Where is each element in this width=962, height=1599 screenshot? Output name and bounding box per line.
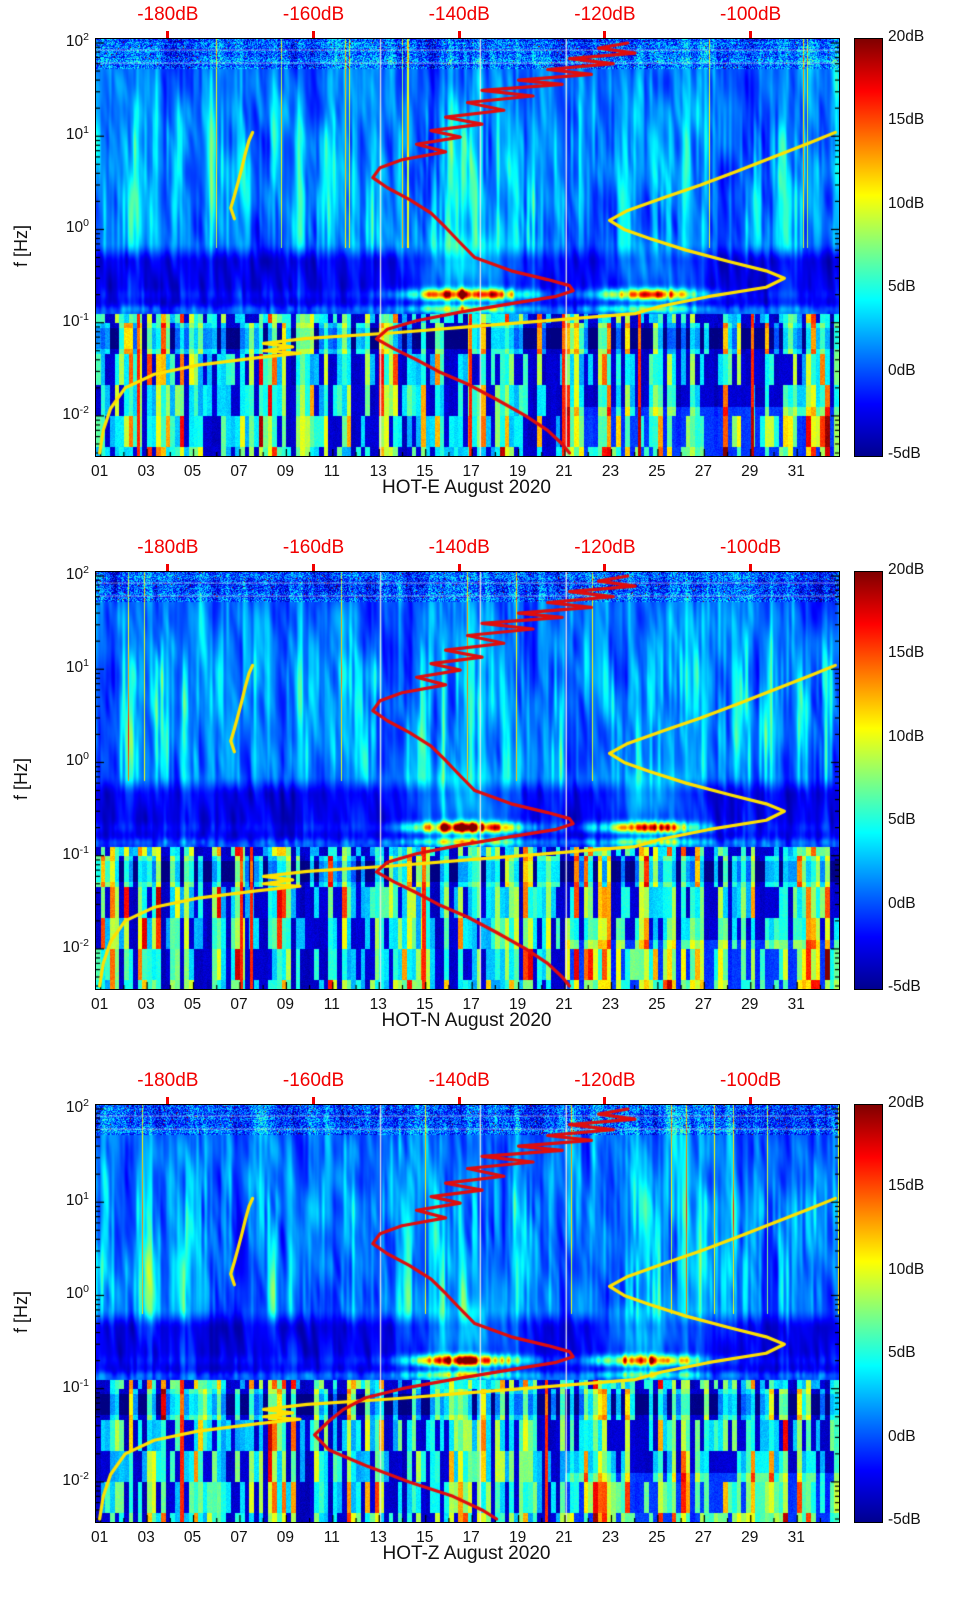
y-tick-label: 100 — [65, 1283, 89, 1303]
top-axis-red-tick — [312, 31, 316, 38]
colorbar-tick-label: 10dB — [888, 1260, 925, 1278]
colorbar-tick-label: 15dB — [888, 644, 925, 662]
spectrogram-canvas — [96, 572, 839, 989]
top-axis-red-tick — [312, 1097, 316, 1104]
colorbar-tick-label: 0dB — [888, 894, 916, 912]
colorbar-tick-label: 0dB — [888, 361, 916, 379]
top-axis-red-tick — [166, 1097, 170, 1104]
top-db-label: -160dB — [282, 4, 345, 25]
y-tick-label: 102 — [65, 564, 89, 584]
spectrogram-canvas — [96, 1105, 839, 1522]
y-tick-label: 102 — [65, 1097, 89, 1117]
plot-area — [95, 571, 840, 990]
colorbar-tick-label: 5dB — [888, 1344, 916, 1362]
y-axis-label: f [Hz] — [11, 1291, 31, 1334]
top-axis-red-tick — [457, 1097, 461, 1104]
y-tick-label: 10-2 — [62, 1469, 89, 1490]
colorbar-tick-label: 10dB — [888, 727, 925, 745]
top-axis-red-tick — [457, 564, 461, 571]
y-tick-label: 10-2 — [62, 936, 89, 957]
y-tick-label: 10-1 — [62, 1376, 89, 1396]
colorbar-gradient — [854, 38, 883, 457]
y-tick-label: 10-1 — [62, 843, 89, 863]
y-tick-label: 101 — [65, 1190, 89, 1210]
colorbar-tick-label: 10dB — [888, 194, 925, 212]
panel-title: HOT-Z August 2020 — [382, 1543, 551, 1564]
top-db-label: -180dB — [137, 4, 199, 25]
plot-area — [95, 38, 840, 457]
panel-title: HOT-N August 2020 — [381, 1010, 552, 1031]
y-axis-label: f [Hz] — [11, 225, 31, 268]
colorbar-tick-label: 20dB — [888, 28, 925, 45]
colorbar-tick-label: -5dB — [888, 445, 921, 462]
panel-hot-n: -180dB -160dB -140dB -120dB -100dB f [Hz] 10… — [0, 533, 962, 1066]
top-db-label: -180dB — [137, 1070, 199, 1091]
panel-hot-e: -180dB -160dB -140dB -120dB -100dB f [Hz] 10… — [0, 0, 962, 533]
y-tick-label: 102 — [65, 31, 89, 51]
top-db-label: -140dB — [428, 1070, 490, 1091]
colorbar-tick-label: 15dB — [888, 111, 925, 129]
colorbar-tick-label: -5dB — [888, 1511, 921, 1528]
top-db-label: -120dB — [574, 4, 636, 25]
y-tick-label: 100 — [65, 750, 89, 770]
top-axis-red-tick — [457, 31, 461, 38]
top-axis-red-tick — [603, 1097, 607, 1104]
top-db-label: -120dB — [574, 1070, 636, 1091]
top-db-label: -100dB — [719, 1070, 782, 1091]
top-axis-red-tick — [749, 564, 753, 571]
colorbar-tick-label: 15dB — [888, 1177, 925, 1195]
colorbar-tick-label: 0dB — [888, 1427, 916, 1445]
top-db-label: -140dB — [428, 4, 490, 25]
colorbar-tick-label: -5dB — [888, 978, 921, 995]
y-tick-label: 10-2 — [62, 403, 89, 424]
top-axis-red-tick — [749, 1097, 753, 1104]
top-db-label: -120dB — [574, 537, 636, 558]
top-axis-red-tick — [166, 31, 170, 38]
colorbar-gradient — [854, 571, 883, 990]
top-axis-red-tick — [603, 564, 607, 571]
top-axis-red-tick — [166, 564, 170, 571]
colorbar-gradient — [854, 1104, 883, 1523]
top-db-label: -160dB — [282, 537, 345, 558]
y-tick-label: 10-1 — [62, 310, 89, 330]
plot-area — [95, 1104, 840, 1523]
top-db-label: -100dB — [719, 537, 782, 558]
top-db-label: -180dB — [137, 537, 199, 558]
panel-title: HOT-E August 2020 — [382, 477, 551, 498]
top-axis-red-tick — [749, 31, 753, 38]
y-tick-label: 100 — [65, 217, 89, 237]
top-axis-red-tick — [603, 31, 607, 38]
top-axis-red-tick — [312, 564, 316, 571]
panel-hot-z: -180dB -160dB -140dB -120dB -100dB f [Hz] 10… — [0, 1066, 962, 1599]
y-axis-label: f [Hz] — [11, 758, 31, 801]
colorbar-tick-label: 5dB — [888, 278, 916, 296]
top-db-label: -100dB — [719, 4, 782, 25]
y-tick-label: 101 — [65, 657, 89, 677]
colorbar-tick-label: 20dB — [888, 1094, 925, 1111]
colorbar-tick-label: 5dB — [888, 811, 916, 829]
top-db-label: -160dB — [282, 1070, 345, 1091]
y-tick-label: 101 — [65, 124, 89, 144]
spectrogram-canvas — [96, 39, 839, 456]
top-db-label: -140dB — [428, 537, 490, 558]
colorbar-tick-label: 20dB — [888, 561, 925, 578]
